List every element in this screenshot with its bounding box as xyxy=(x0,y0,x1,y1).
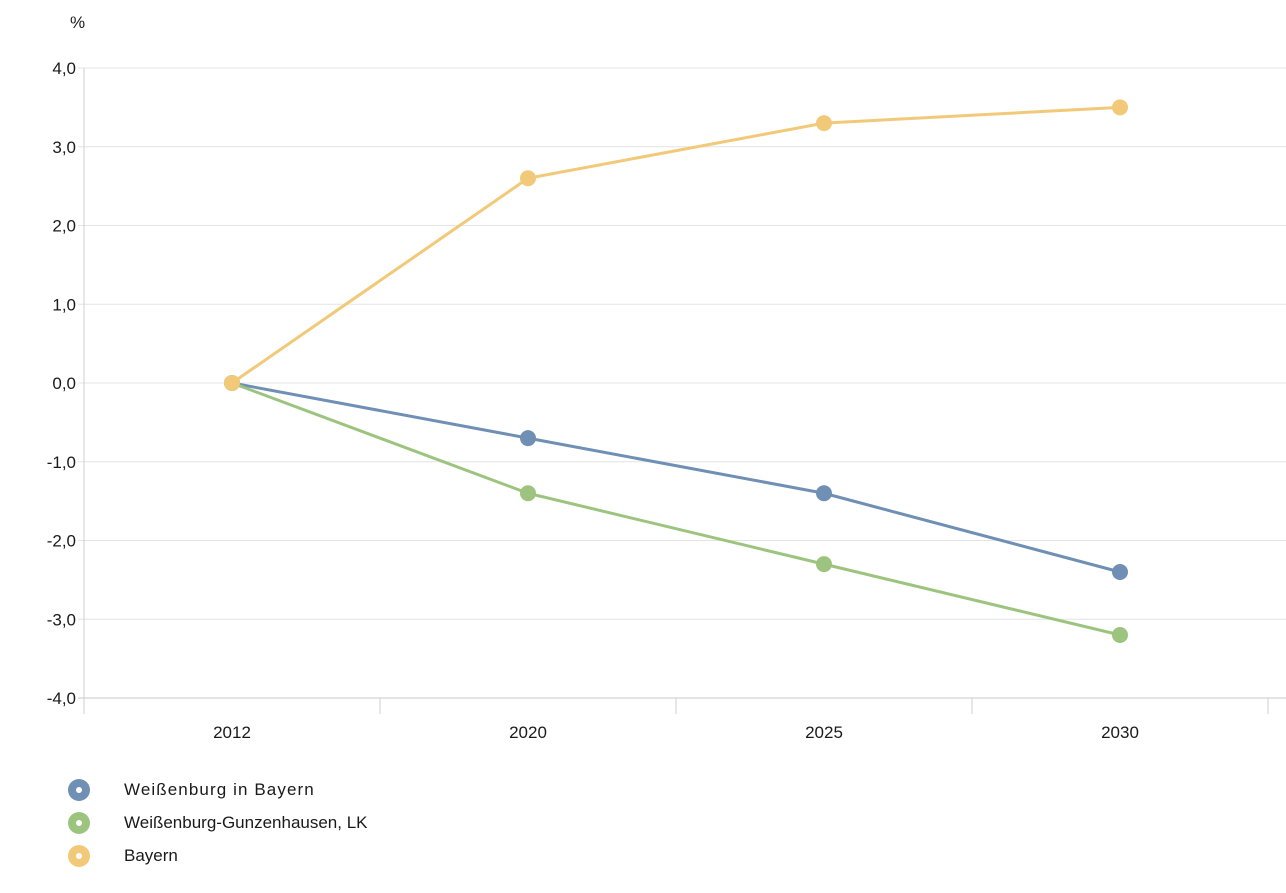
y-axis-tick-labels: 4,0 3,0 2,0 1,0 0,0 -1,0 -2,0 -3,0 -4,0 xyxy=(47,59,76,708)
legend-marker-bayern xyxy=(68,845,90,867)
data-point xyxy=(816,115,832,132)
data-point xyxy=(816,556,832,573)
legend: Weißenburg in Bayern Weißenburg-Gunzenha… xyxy=(68,779,368,879)
legend-item-weissenburg-in-bayern[interactable]: Weißenburg in Bayern xyxy=(68,779,368,801)
data-point xyxy=(520,170,536,187)
x-tick-label: 2025 xyxy=(805,723,843,742)
data-point xyxy=(520,485,536,502)
legend-label: Weißenburg in Bayern xyxy=(124,780,315,799)
y-tick-label: 4,0 xyxy=(52,59,76,78)
data-point xyxy=(1112,99,1128,116)
legend-label: Weißenburg-Gunzenhausen, LK xyxy=(124,813,368,832)
y-tick-label: -1,0 xyxy=(47,453,76,472)
data-point xyxy=(1112,627,1128,643)
legend-item-bayern[interactable]: Bayern xyxy=(68,845,368,867)
x-tick-label: 2012 xyxy=(213,723,251,742)
series-line xyxy=(230,381,1122,574)
series-1 xyxy=(224,375,1128,643)
data-point xyxy=(816,485,832,502)
legend-marker-weissenburg-gunzenhausen-lk xyxy=(68,812,90,834)
y-tick-label: 1,0 xyxy=(52,295,76,314)
x-axis-tick-labels: 2012 2020 2025 2030 xyxy=(213,723,1139,742)
y-tick-label: -4,0 xyxy=(47,689,76,708)
y-tick-label: -2,0 xyxy=(47,532,76,551)
data-point xyxy=(1112,564,1128,580)
legend-marker-weissenburg-in-bayern xyxy=(68,779,90,801)
series-line xyxy=(230,105,1122,385)
y-tick-label: 3,0 xyxy=(52,138,76,157)
y-tick-label: 2,0 xyxy=(52,217,76,236)
y-tick-label: -3,0 xyxy=(47,610,76,629)
data-point xyxy=(520,430,536,447)
x-tick-label: 2020 xyxy=(509,723,547,742)
series xyxy=(224,99,1128,643)
line-chart: 4,0 3,0 2,0 1,0 0,0 -1,0 -2,0 -3,0 -4,0 2012 2020… xyxy=(47,13,1286,742)
gridlines xyxy=(78,67,1286,699)
series-0 xyxy=(224,375,1128,580)
legend-item-weissenburg-gunzenhausen-lk[interactable]: Weißenburg-Gunzenhausen, LK xyxy=(68,812,368,834)
axes xyxy=(83,68,1269,714)
series-2 xyxy=(224,99,1128,391)
y-axis-unit-label: % xyxy=(70,13,85,32)
series-line xyxy=(230,381,1122,637)
x-tick-label: 2030 xyxy=(1101,723,1139,742)
data-point xyxy=(224,375,240,391)
y-tick-label: 0,0 xyxy=(52,374,76,393)
legend-label: Bayern xyxy=(124,846,178,865)
